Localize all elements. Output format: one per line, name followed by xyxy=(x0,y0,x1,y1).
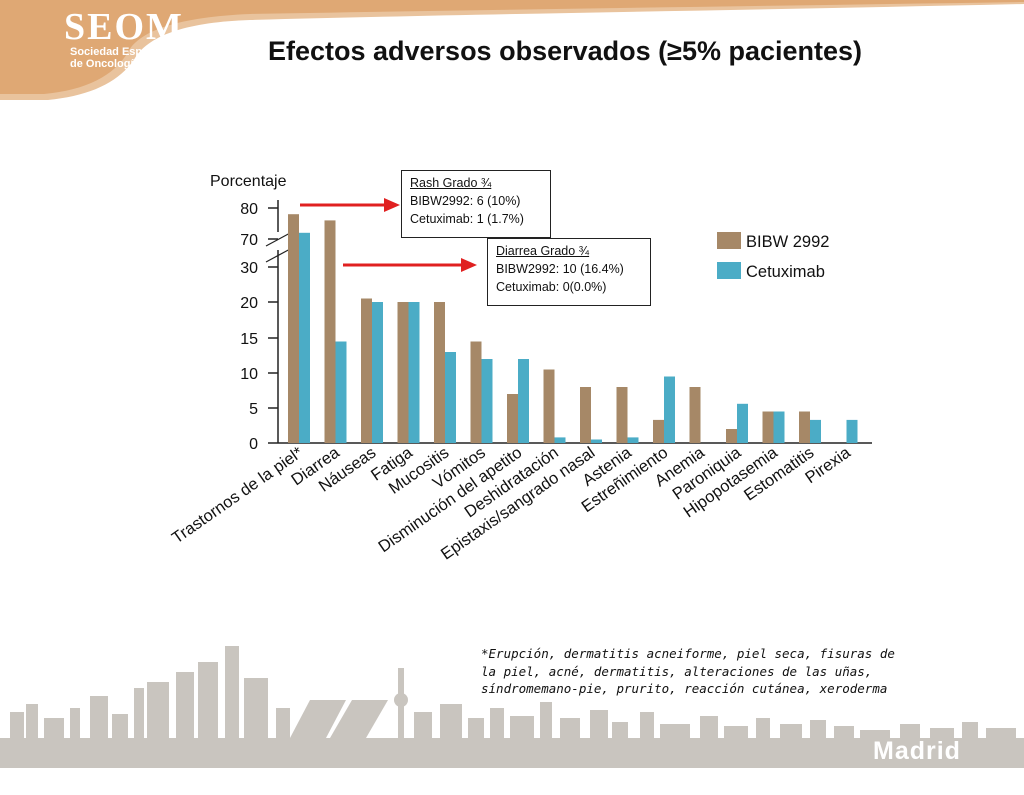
bar-cetuximab xyxy=(591,439,602,443)
footer-year: 2010 xyxy=(873,766,933,794)
bar-bibw xyxy=(543,369,555,443)
rash-callout: Rash Grado ¾ BIBW2992: 6 (10%) Cetuximab… xyxy=(401,170,551,238)
bar-cetuximab xyxy=(627,437,639,443)
logo-subtitle-line1: Sociedad Española xyxy=(70,46,171,58)
y-tick-label: 70 xyxy=(240,232,258,249)
callout-arrowhead xyxy=(384,198,400,212)
legend-label: BIBW 2992 xyxy=(746,233,829,251)
bar-bibw xyxy=(397,302,409,443)
bar-cetuximab xyxy=(335,341,347,443)
bar-bibw xyxy=(470,341,482,443)
y-tick-label: 10 xyxy=(240,366,258,383)
legend-label: Cetuximab xyxy=(746,263,825,281)
bar-cetuximab xyxy=(445,352,456,443)
bar-cetuximab xyxy=(481,359,493,443)
rash-callout-bibw: BIBW2992: 6 (10%) xyxy=(410,194,521,208)
slide: SEOM Sociedad Española de Oncología Médi… xyxy=(0,0,1024,768)
y-tick-label: 15 xyxy=(240,331,258,348)
madrid-skyline xyxy=(0,646,1024,768)
bar-bibw xyxy=(762,411,774,443)
bar-bibw xyxy=(434,302,445,443)
header-band xyxy=(0,0,1024,100)
bar-cetuximab xyxy=(846,419,858,443)
bar-cetuximab xyxy=(810,419,821,443)
rash-callout-cetuximab: Cetuximab: 1 (1.7%) xyxy=(410,212,524,226)
bar-cetuximab xyxy=(408,302,420,443)
rash-callout-title: Rash Grado ¾ xyxy=(410,176,492,190)
diarrea-callout: Diarrea Grado ¾ BIBW2992: 10 (16.4%) Cet… xyxy=(487,238,651,306)
axis-break-mark xyxy=(265,231,293,247)
bar-chart: Porcentaje 0 5 10 15 20 30 70 80 Trastornos de … xyxy=(169,173,872,564)
bar-bibw xyxy=(288,214,299,443)
bar-cetuximab xyxy=(299,232,310,443)
bar-bibw xyxy=(799,411,810,443)
bar-cetuximab xyxy=(773,411,785,443)
logo-subtitle-line2: de Oncología Médica xyxy=(70,58,181,70)
footer-city: Madrid xyxy=(873,737,961,765)
bar-bibw xyxy=(580,387,591,443)
bar-cetuximab xyxy=(737,403,748,443)
legend-swatch xyxy=(717,262,741,279)
diarrea-callout-title: Diarrea Grado ¾ xyxy=(496,244,590,258)
x-tick-label: Trastornos de la piel* xyxy=(169,443,307,547)
logo-subtitle: Sociedad Española de Oncología Médica xyxy=(70,46,180,70)
y-tick-label: 20 xyxy=(240,295,258,312)
callout-arrowhead xyxy=(461,258,477,272)
bar-bibw xyxy=(689,387,701,443)
bar-bibw xyxy=(726,429,737,443)
footer-event: Madrid 2010 xyxy=(873,737,1024,795)
bar-bibw xyxy=(324,220,336,443)
y-tick-label: 5 xyxy=(249,401,258,418)
axis-break-mark xyxy=(265,247,293,263)
y-tick-label: 80 xyxy=(240,201,258,218)
diarrea-callout-cetuximab: Cetuximab: 0(0.0%) xyxy=(496,280,607,294)
bar-cetuximab xyxy=(554,437,566,443)
bar-cetuximab xyxy=(664,376,675,443)
legend-swatch xyxy=(717,232,741,249)
diarrea-callout-bibw: BIBW2992: 10 (16.4%) xyxy=(496,262,624,276)
bar-cetuximab xyxy=(518,359,529,443)
y-tick-label: 30 xyxy=(240,260,258,277)
logo: SEOM xyxy=(64,6,184,48)
slide-title: Efectos adversos observados (≥5% pacient… xyxy=(267,36,863,66)
bar-bibw xyxy=(507,394,518,443)
footnote: *Erupción, dermatitis acneiforme, piel s… xyxy=(481,646,895,696)
y-tick-label: 0 xyxy=(249,436,258,453)
bar-bibw xyxy=(653,419,664,443)
y-axis-label: Porcentaje xyxy=(210,173,287,190)
bar-bibw xyxy=(361,298,372,443)
bar-cetuximab xyxy=(372,302,383,443)
bar-bibw xyxy=(616,387,628,443)
